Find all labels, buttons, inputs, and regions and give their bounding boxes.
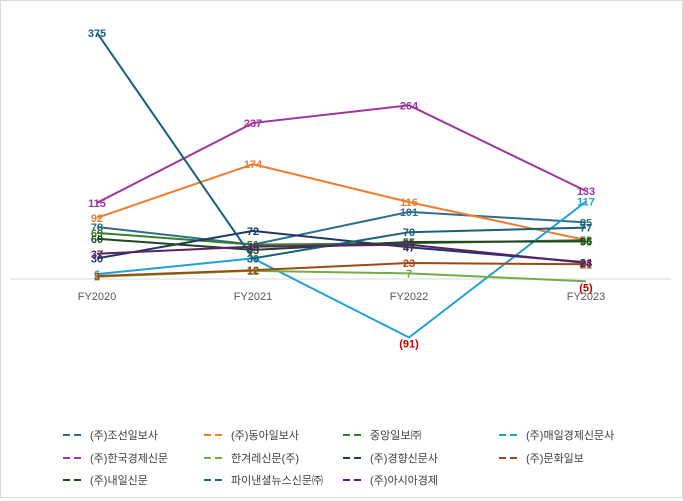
data-label: 115 [88,198,106,210]
legend-label: 중앙일보㈜ [370,428,421,442]
legend-label: (주)매일경제신문사 [526,428,614,442]
data-label: 69 [91,228,103,240]
legend-item: (주)아시아경제 [343,474,438,487]
legend-item: (주)내일신문 [63,473,148,487]
data-label: 47 [403,242,415,254]
data-label: (5) [579,282,593,294]
data-label: 60 [91,234,103,246]
series-line-7 [96,261,587,277]
legend-label: (주)아시아경제 [370,474,438,487]
legend-label: (주)동아일보사 [231,428,299,442]
data-label: 101 [400,207,418,219]
data-label: 21 [580,259,592,271]
legend-label: (주)경향신문사 [370,452,438,465]
data-label: 30 [247,253,259,265]
data-label: 43 [247,245,259,257]
data-label: 30 [247,253,259,265]
data-label: 116 [400,197,418,209]
data-label: 117 [577,197,595,209]
data-label: 174 [244,159,263,171]
x-tick-label: FY2021 [234,291,273,303]
data-label: 23 [580,258,592,270]
data-label: 375 [88,28,106,40]
x-tick-label: FY2020 [78,291,117,303]
series-line-4 [96,104,587,204]
legend-label: 파이낸셜뉴스신문㈜ [231,474,323,487]
data-label: 51 [247,240,259,252]
data-label: 92 [91,213,103,225]
legend-item: (주)한국경제신문 [63,452,168,465]
data-label: 58 [580,235,592,247]
legend-label: 한겨레신문(주) [231,452,299,465]
legend-item: (주)문화일보 [499,451,584,465]
data-label: 51 [403,240,415,252]
legend: (주)조선일보사 (주)동아일보사 중앙일보㈜ (주)매일경제신문사 (주)한국경제신문… [63,428,614,487]
data-label: 24 [580,257,593,269]
data-label: 2 [94,272,100,284]
series-lines [96,32,587,339]
legend-item: (주)조선일보사 [63,428,158,442]
data-label: 48 [247,242,259,254]
data-label: 77 [580,223,592,235]
data-label: 7 [406,268,412,280]
data-label: 11 [247,266,259,278]
legend-item: 한겨레신문(주) [204,452,299,465]
legend-label: (주)내일신문 [90,473,148,487]
data-label: 70 [403,227,415,239]
data-label: 133 [577,186,595,198]
legend-item: (주)경향신문사 [343,452,438,465]
data-label: 237 [244,118,262,130]
series-line-3 [96,200,587,339]
data-label: 58 [580,235,592,247]
data-label: (91) [399,339,419,351]
data-label: 30 [91,253,103,265]
series-line-10 [96,243,587,264]
data-label: 6 [94,269,100,281]
x-axis: FY2020 FY2021 FY2022 FY2023 [78,291,606,303]
legend-label: (주)문화일보 [526,451,584,465]
series-line-1 [96,163,587,242]
data-label: 37 [91,249,103,261]
data-label: 3 [94,271,100,283]
x-tick-label: FY2022 [390,291,429,303]
legend-item: (주)매일경제신문사 [499,428,614,442]
data-label: 12 [247,265,259,277]
data-label: 53 [403,238,415,250]
legend-item: (주)동아일보사 [204,428,299,442]
legend-item: 중앙일보㈜ [343,428,421,442]
data-label: 55 [403,237,415,249]
data-label: 51 [247,240,259,252]
legend-label: (주)조선일보사 [90,428,158,442]
data-label: 23 [403,258,415,270]
data-label: 56 [580,236,592,248]
data-label: 78 [91,222,103,234]
legend-label: (주)한국경제신문 [90,452,168,465]
x-tick-label: FY2023 [567,291,606,303]
data-label: 85 [580,217,592,229]
series-line-0 [96,210,587,246]
data-label: 72 [247,226,259,238]
data-label: 264 [400,100,419,112]
legend-item: 파이낸셜뉴스신문㈜ [204,474,323,487]
